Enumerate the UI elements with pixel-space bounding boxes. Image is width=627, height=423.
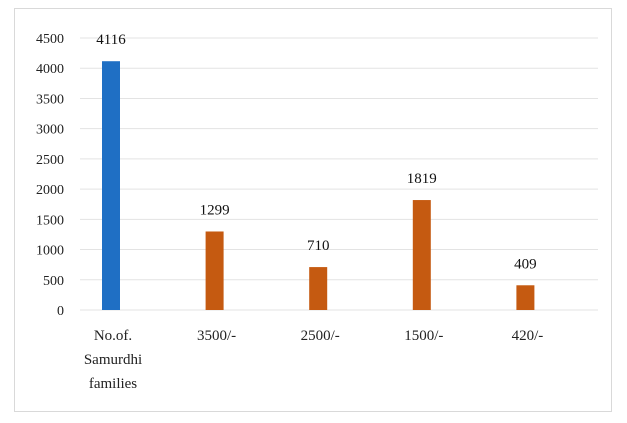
bars xyxy=(102,61,535,311)
data-label: 409 xyxy=(514,256,537,272)
y-tick-label: 4500 xyxy=(36,32,64,47)
data-label: 1299 xyxy=(200,202,230,218)
category-label: families xyxy=(89,376,137,392)
category-label: 2500/- xyxy=(301,328,340,344)
y-tick-label: 3500 xyxy=(36,92,64,107)
bar xyxy=(102,61,120,311)
y-tick-label: 500 xyxy=(43,274,64,289)
y-tick-label: 0 xyxy=(57,304,64,319)
category-label: Samurdhi xyxy=(84,352,142,368)
category-label: 3500/- xyxy=(197,328,236,344)
data-label: 1819 xyxy=(407,171,437,187)
category-label: 420/- xyxy=(512,328,544,344)
bar xyxy=(205,231,224,310)
bar xyxy=(412,200,431,310)
y-tick-label: 3000 xyxy=(36,123,64,138)
bar xyxy=(516,285,535,310)
y-tick-label: 1500 xyxy=(36,213,64,228)
category-label: No.of. xyxy=(94,328,132,344)
category-label: 1500/- xyxy=(404,328,443,344)
data-label: 4116 xyxy=(96,32,126,48)
y-axis-ticks: 0 500 1000 1500 2000 2500 3000 3500 4000 4500 xyxy=(36,32,64,319)
y-tick-label: 2500 xyxy=(36,153,64,168)
bar xyxy=(309,267,328,310)
y-tick-label: 1000 xyxy=(36,244,64,259)
y-tick-label: 2000 xyxy=(36,183,64,198)
data-labels: 4116 1299 710 1819 409 xyxy=(96,32,536,272)
x-axis-categories: No.of. Samurdhi families 3500/- 2500/- 1500/-… xyxy=(84,328,543,392)
y-tick-label: 4000 xyxy=(36,62,64,77)
data-label: 710 xyxy=(307,238,330,254)
gridlines xyxy=(80,37,598,311)
